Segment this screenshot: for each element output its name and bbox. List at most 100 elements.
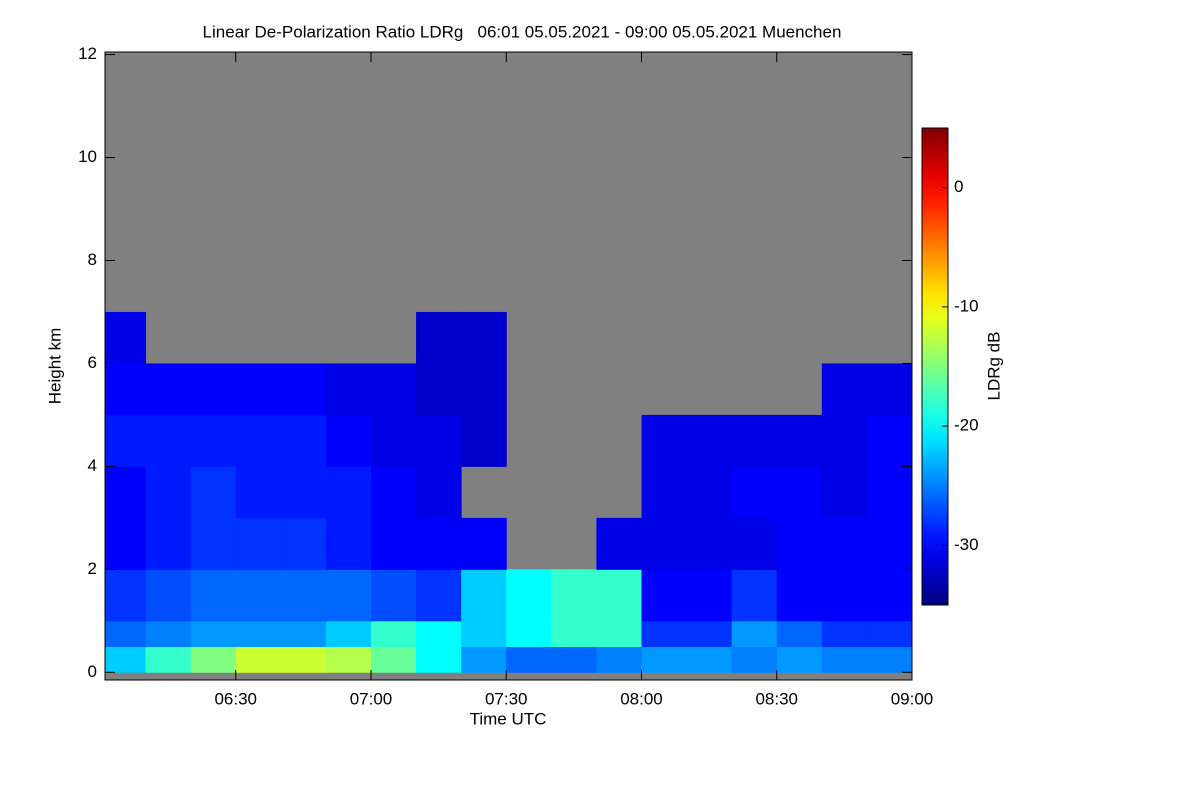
colorbar-tick-label: -10 <box>954 296 979 315</box>
heatmap-cell <box>506 646 552 673</box>
colorbar <box>921 127 949 606</box>
heatmap-cell <box>461 363 507 416</box>
heatmap-cell <box>731 466 778 519</box>
heatmap-cell <box>641 620 688 648</box>
heatmap-cell <box>461 414 507 467</box>
heatmap-cell <box>866 414 913 467</box>
heatmap-cell <box>370 414 417 467</box>
plot-frame <box>104 51 913 681</box>
heatmap-cell <box>416 414 462 467</box>
heatmap-cell <box>821 363 868 416</box>
heatmap-cell <box>105 466 147 519</box>
heatmap-cell <box>686 466 733 519</box>
heatmap-cell <box>145 466 192 519</box>
x-tick-label: 07:30 <box>485 689 528 708</box>
heatmap-cell <box>461 311 507 364</box>
y-tick-label: 0 <box>88 662 97 681</box>
heatmap-cell <box>145 620 192 648</box>
heatmap-cell <box>506 620 552 648</box>
heatmap-cell <box>551 620 597 648</box>
heatmap-cell <box>235 363 282 416</box>
heatmap-cell <box>641 517 688 570</box>
heatmap-cell <box>731 569 778 622</box>
heatmap-cell <box>370 620 417 648</box>
heatmap-cell <box>280 569 327 622</box>
heatmap-cell <box>731 414 778 467</box>
heatmap-cell <box>461 569 507 622</box>
heatmap-cell <box>551 569 597 622</box>
y-tick-label: 4 <box>88 456 97 475</box>
heatmap-cell <box>821 466 868 519</box>
heatmap-cell <box>866 466 913 519</box>
heatmap-cell <box>776 414 823 467</box>
heatmap-cell <box>235 466 282 519</box>
heatmap-cell <box>280 517 327 570</box>
heatmap-cell <box>280 466 327 519</box>
heatmap-cell <box>596 646 642 673</box>
heatmap-cell <box>370 646 417 673</box>
heatmap-cell <box>821 646 868 673</box>
heatmap-cell <box>325 646 372 673</box>
heatmap-cell <box>190 466 237 519</box>
heatmap-cell <box>776 466 823 519</box>
heatmap-cell <box>325 363 372 416</box>
heatmap-cell <box>370 466 417 519</box>
colorbar-tick-label: -30 <box>954 535 979 554</box>
heatmap-cell <box>551 646 597 673</box>
heatmap-cell <box>325 414 372 467</box>
heatmap-cell <box>821 517 868 570</box>
chart-title: Linear De-Polarization Ratio LDRg 06:01 … <box>203 22 842 41</box>
heatmap-cell <box>686 517 733 570</box>
y-tick-label: 12 <box>78 44 97 63</box>
heatmap-cell <box>866 646 913 673</box>
heatmap-cell <box>190 620 237 648</box>
heatmap-cell <box>416 569 462 622</box>
heatmap-cell <box>776 569 823 622</box>
heatmap-cell <box>776 517 823 570</box>
heatmap-cell <box>190 363 237 416</box>
heatmap-cell <box>325 517 372 570</box>
heatmap-cell <box>370 363 417 416</box>
heatmap-cell <box>686 414 733 467</box>
heatmap-cell <box>280 363 327 416</box>
heatmap-cell <box>280 414 327 467</box>
heatmap-cell <box>325 466 372 519</box>
heatmap-cell <box>416 620 462 648</box>
heatmap-cell <box>641 646 688 673</box>
x-tick-label: 08:00 <box>620 689 663 708</box>
heatmap-cell <box>416 517 462 570</box>
heatmap-cell <box>105 363 147 416</box>
heatmap-cell <box>235 569 282 622</box>
heatmap-cell <box>686 646 733 673</box>
heatmap-cell <box>105 646 147 673</box>
heatmap-cell <box>461 517 507 570</box>
heatmap-cell <box>105 620 147 648</box>
heatmap-cell <box>145 414 192 467</box>
heatmap-cell <box>105 311 147 364</box>
heatmap-cell <box>105 414 147 467</box>
heatmap-cell <box>866 517 913 570</box>
heatmap-cell <box>866 569 913 622</box>
heatmap-cell <box>416 646 462 673</box>
heatmap-cell <box>461 646 507 673</box>
heatmap-cell <box>145 569 192 622</box>
y-tick-label: 8 <box>88 250 97 269</box>
heatmap-cell <box>731 517 778 570</box>
heatmap-cell <box>280 620 327 648</box>
heatmap-cell <box>821 569 868 622</box>
heatmap-cell <box>596 517 642 570</box>
x-tick-label: 06:30 <box>214 689 257 708</box>
heatmap-cell <box>776 646 823 673</box>
heatmap-cell <box>731 646 778 673</box>
colorbar-tick-label: -20 <box>954 416 979 435</box>
heatmap-cell <box>370 517 417 570</box>
colorbar-tick-label: 0 <box>954 177 963 196</box>
y-axis-label: Height km <box>45 328 64 405</box>
heatmap-cell <box>235 620 282 648</box>
heatmap-cell <box>190 414 237 467</box>
heatmap-cell <box>821 414 868 467</box>
colorbar-label: LDRg dB <box>984 332 1003 401</box>
x-tick-label: 09:00 <box>891 689 934 708</box>
